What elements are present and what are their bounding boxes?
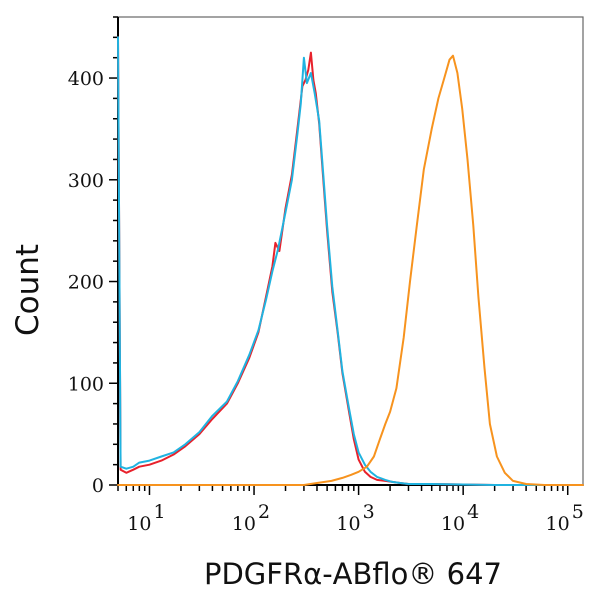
x-tick-exponent: 1 [153,501,165,523]
x-tick-label: 10 [546,513,570,535]
y-tick-label: 100 [68,373,104,395]
x-tick-exponent: 5 [572,501,584,523]
series-line-3 [117,54,584,486]
y-tick-label: 400 [68,68,104,90]
series-group [117,36,584,486]
series-line-1 [117,36,584,486]
x-tick-exponent: 2 [258,501,270,523]
x-tick-label: 10 [232,513,256,535]
y-tick-label: 300 [68,170,104,192]
x-tick-label: 10 [336,513,360,535]
series-line-2 [117,36,584,486]
x-axis-title: PDGFRα-ABflo® 647 [204,557,502,591]
y-tick-label: 200 [68,272,104,294]
y-axis-title: Count [10,244,46,336]
x-tick-exponent: 3 [363,501,375,523]
x-tick-exponent: 4 [467,501,479,523]
x-tick-label: 10 [127,513,151,535]
y-tick-label: 0 [92,475,104,497]
y-axis-ticks: 0 100 200 300 400 [68,16,118,497]
x-tick-label: 10 [441,513,465,535]
